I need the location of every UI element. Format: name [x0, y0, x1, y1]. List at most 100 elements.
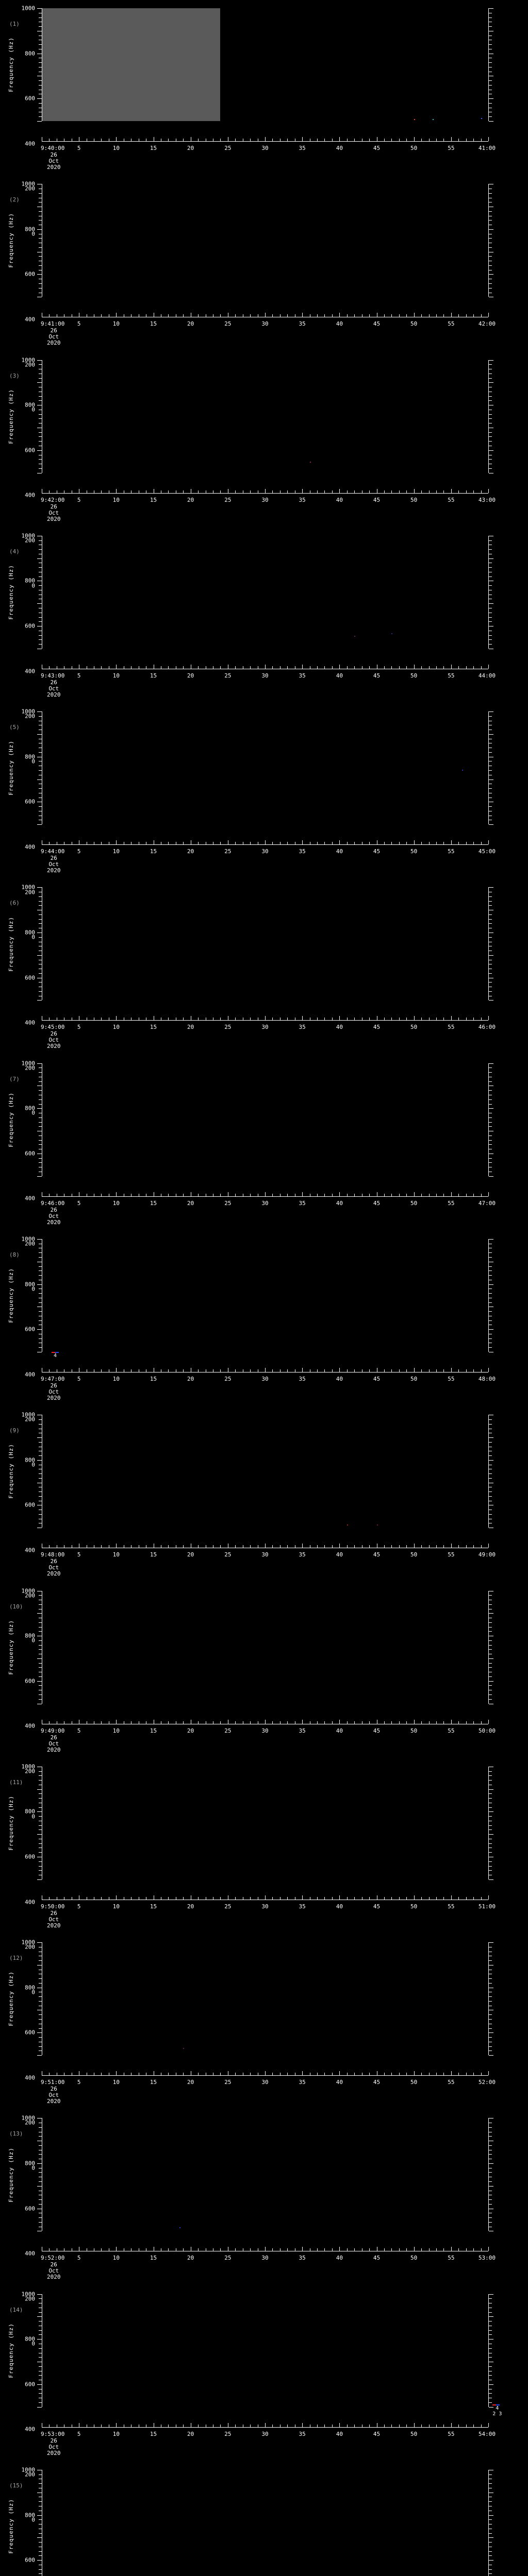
y-axis-minor-tick	[489, 585, 492, 586]
y-axis-minor-tick	[489, 1081, 492, 1082]
date-year: 2020	[47, 2098, 61, 2105]
y-axis-tick-label: 600	[25, 974, 35, 981]
y-axis-minor-tick	[39, 549, 42, 550]
x-axis-major-tick	[414, 1544, 415, 1548]
y-axis-minor-tick	[39, 1870, 42, 1871]
y-axis-minor-tick	[489, 1072, 492, 1073]
x-axis-minor-tick	[235, 1896, 236, 1900]
y-axis-minor-tick	[489, 2483, 492, 2484]
panel-number-label: (6)	[9, 900, 20, 907]
x-axis-minor-tick	[235, 314, 236, 317]
y-axis-major-tick: 400	[25, 779, 42, 850]
y-axis-tick-label: 200	[25, 537, 35, 544]
y-axis-major-tick: 600	[25, 2163, 42, 2211]
x-axis-tick-label: 45	[373, 1375, 381, 1382]
x-axis-tick-label: 40	[336, 145, 343, 151]
x-axis-minor-tick	[332, 1896, 333, 1900]
x-axis-minor-tick	[332, 1369, 333, 1372]
x-axis-tick-label: 45	[373, 1199, 381, 1207]
x-axis-minor-tick	[332, 2073, 333, 2076]
x-axis-start-label: 9:43:00	[41, 672, 65, 679]
date-month: Oct	[48, 1037, 59, 1044]
x-axis-minor-tick	[399, 1721, 400, 1724]
x-axis-tick-label: 35	[299, 145, 306, 151]
y-axis-minor-tick	[489, 1140, 492, 1141]
data-marker-dot	[309, 461, 311, 463]
y-axis-minor-tick	[489, 1676, 492, 1677]
x-axis-minor-tick	[421, 1721, 422, 1724]
x-axis-minor-tick	[466, 1369, 467, 1372]
x-axis-tick-label: 45	[373, 1903, 381, 1910]
y-axis-minor-tick	[489, 378, 492, 379]
y-axis-major-tick: 1000	[22, 6, 42, 11]
x-axis-start-label: 9:45:00	[41, 1024, 65, 1031]
x-axis-minor-tick	[473, 1369, 474, 1372]
x-axis-minor-tick	[346, 1545, 348, 1548]
x-axis-minor-tick	[473, 2073, 474, 2076]
x-axis-minor-tick	[287, 1721, 288, 1724]
x-axis-minor-tick	[443, 490, 444, 493]
x-axis-tick-label: 30	[261, 1375, 269, 1382]
x-axis-minor-tick	[183, 139, 184, 141]
x-axis-minor-tick	[346, 1018, 348, 1021]
y-axis-title-text: Frequency (Hz)	[7, 1092, 14, 1147]
x-axis-tick-label: 30	[261, 1727, 269, 1734]
x-axis-major-tick	[302, 1367, 303, 1372]
x-axis-minor-tick	[436, 2424, 437, 2427]
y-axis-minor-tick	[39, 1270, 42, 1272]
y-axis-major-tick	[489, 360, 493, 361]
x-axis-major-tick	[265, 488, 266, 493]
x-axis-minor-tick	[399, 1896, 400, 1900]
x-axis-date-label: 26 Oct 2020	[47, 2262, 61, 2280]
x-axis-minor-tick	[391, 666, 392, 669]
x-axis-minor-tick	[287, 1193, 288, 1196]
y-axis-minor-tick	[489, 2199, 492, 2200]
y-axis-minor-tick	[489, 468, 492, 469]
y-axis-minor-tick	[39, 1866, 42, 1867]
y-axis-minor-tick	[39, 2542, 42, 2543]
x-axis-minor-tick	[391, 1721, 392, 1724]
plot-area	[42, 2294, 488, 2407]
x-axis-tick-label: 40	[336, 1551, 343, 1558]
x-axis-minor-tick	[421, 1545, 422, 1548]
x-axis-major-tick	[339, 1544, 340, 1548]
x-axis-minor-tick	[481, 139, 482, 141]
y-axis-minor-tick	[489, 788, 492, 789]
x-axis-minor-tick	[481, 666, 482, 669]
y-axis-minor-tick	[39, 1645, 42, 1646]
x-axis-end-label: 50:00	[478, 1727, 496, 1734]
x-axis-minor-tick	[317, 490, 318, 493]
y-axis-minor-tick	[489, 1320, 492, 1321]
y-axis-title: Frequency (Hz)	[7, 8, 14, 121]
x-axis-minor-tick	[198, 1545, 199, 1548]
y-axis-tick-label: 0	[31, 758, 35, 765]
x-axis-minor-tick	[317, 842, 318, 845]
y-axis-tick-label: 800	[25, 929, 35, 936]
x-axis-minor-tick	[421, 842, 422, 845]
x-axis-minor-tick	[428, 666, 430, 669]
y-axis-minor-tick	[489, 1158, 492, 1159]
y-axis-minor-tick	[489, 2204, 492, 2205]
y-axis-minor-tick	[489, 896, 492, 897]
y-axis-minor-tick	[39, 1699, 42, 1700]
x-axis-minor-tick	[287, 666, 288, 669]
x-axis-minor-tick	[332, 666, 333, 669]
x-axis-minor-tick	[428, 1018, 430, 1021]
y-axis-minor-tick	[39, 1126, 42, 1127]
y-axis-minor-tick	[39, 2127, 42, 2128]
x-axis-minor-tick	[399, 1193, 400, 1196]
y-axis-minor-tick	[489, 2217, 492, 2218]
x-axis-tick-label: 50	[410, 145, 418, 151]
x-axis-minor-tick	[49, 2424, 50, 2427]
x-axis: 5 10 15 20 25 30 35 40 45 50 55 9:45:00 46:00 26 Oct 20…	[41, 1016, 496, 1049]
x-axis-tick-label: 50	[410, 1375, 418, 1382]
x-axis-tick-label: 10	[112, 145, 120, 151]
x-axis-minor-tick	[49, 666, 50, 669]
y-axis-minor-tick	[489, 283, 492, 284]
x-axis-minor-tick	[272, 1193, 273, 1196]
x-axis-end-label: 51:00	[478, 1903, 496, 1910]
x-axis-tick-label: 30	[261, 2430, 269, 2437]
y-axis-minor-tick	[489, 2533, 492, 2534]
y-axis-tick-label: 600	[25, 622, 35, 630]
x-axis-minor-tick	[466, 1545, 467, 1548]
